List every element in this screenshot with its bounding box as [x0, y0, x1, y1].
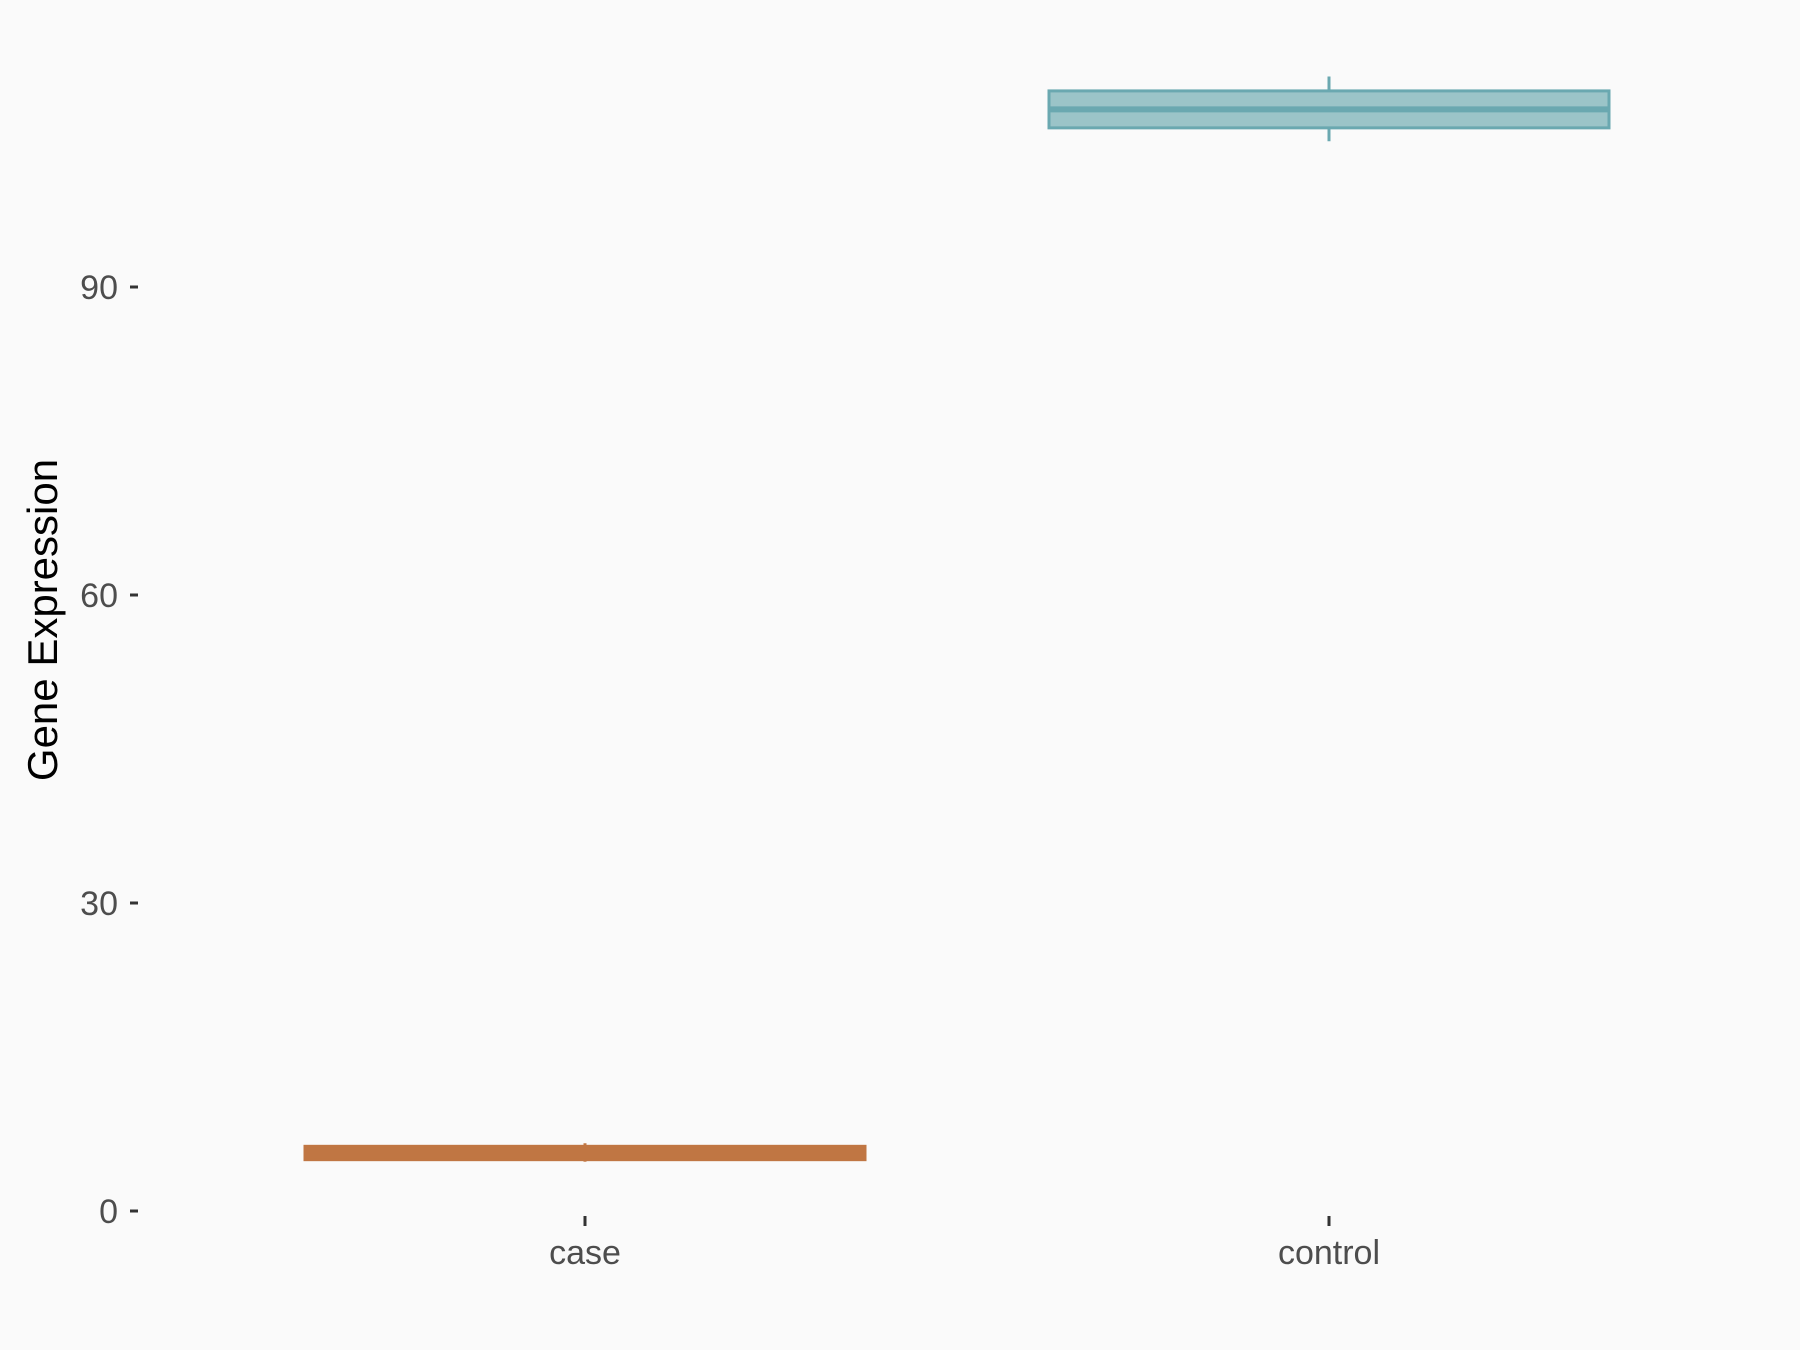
y-axis: 0 30 60 90 [80, 269, 138, 1231]
box-case [303, 1143, 867, 1162]
x-tick-label: control [1278, 1234, 1380, 1272]
y-tick-label: 60 [80, 577, 118, 615]
y-tick-label: 90 [80, 269, 118, 307]
x-tick-label: case [549, 1234, 621, 1272]
y-axis-label: Gene Expression [19, 459, 66, 781]
x-axis: case control [549, 1216, 1380, 1272]
y-tick-label: 30 [80, 885, 118, 923]
y-tick-label: 0 [99, 1193, 118, 1231]
boxes [303, 76, 1611, 1162]
box-control [1047, 76, 1611, 142]
